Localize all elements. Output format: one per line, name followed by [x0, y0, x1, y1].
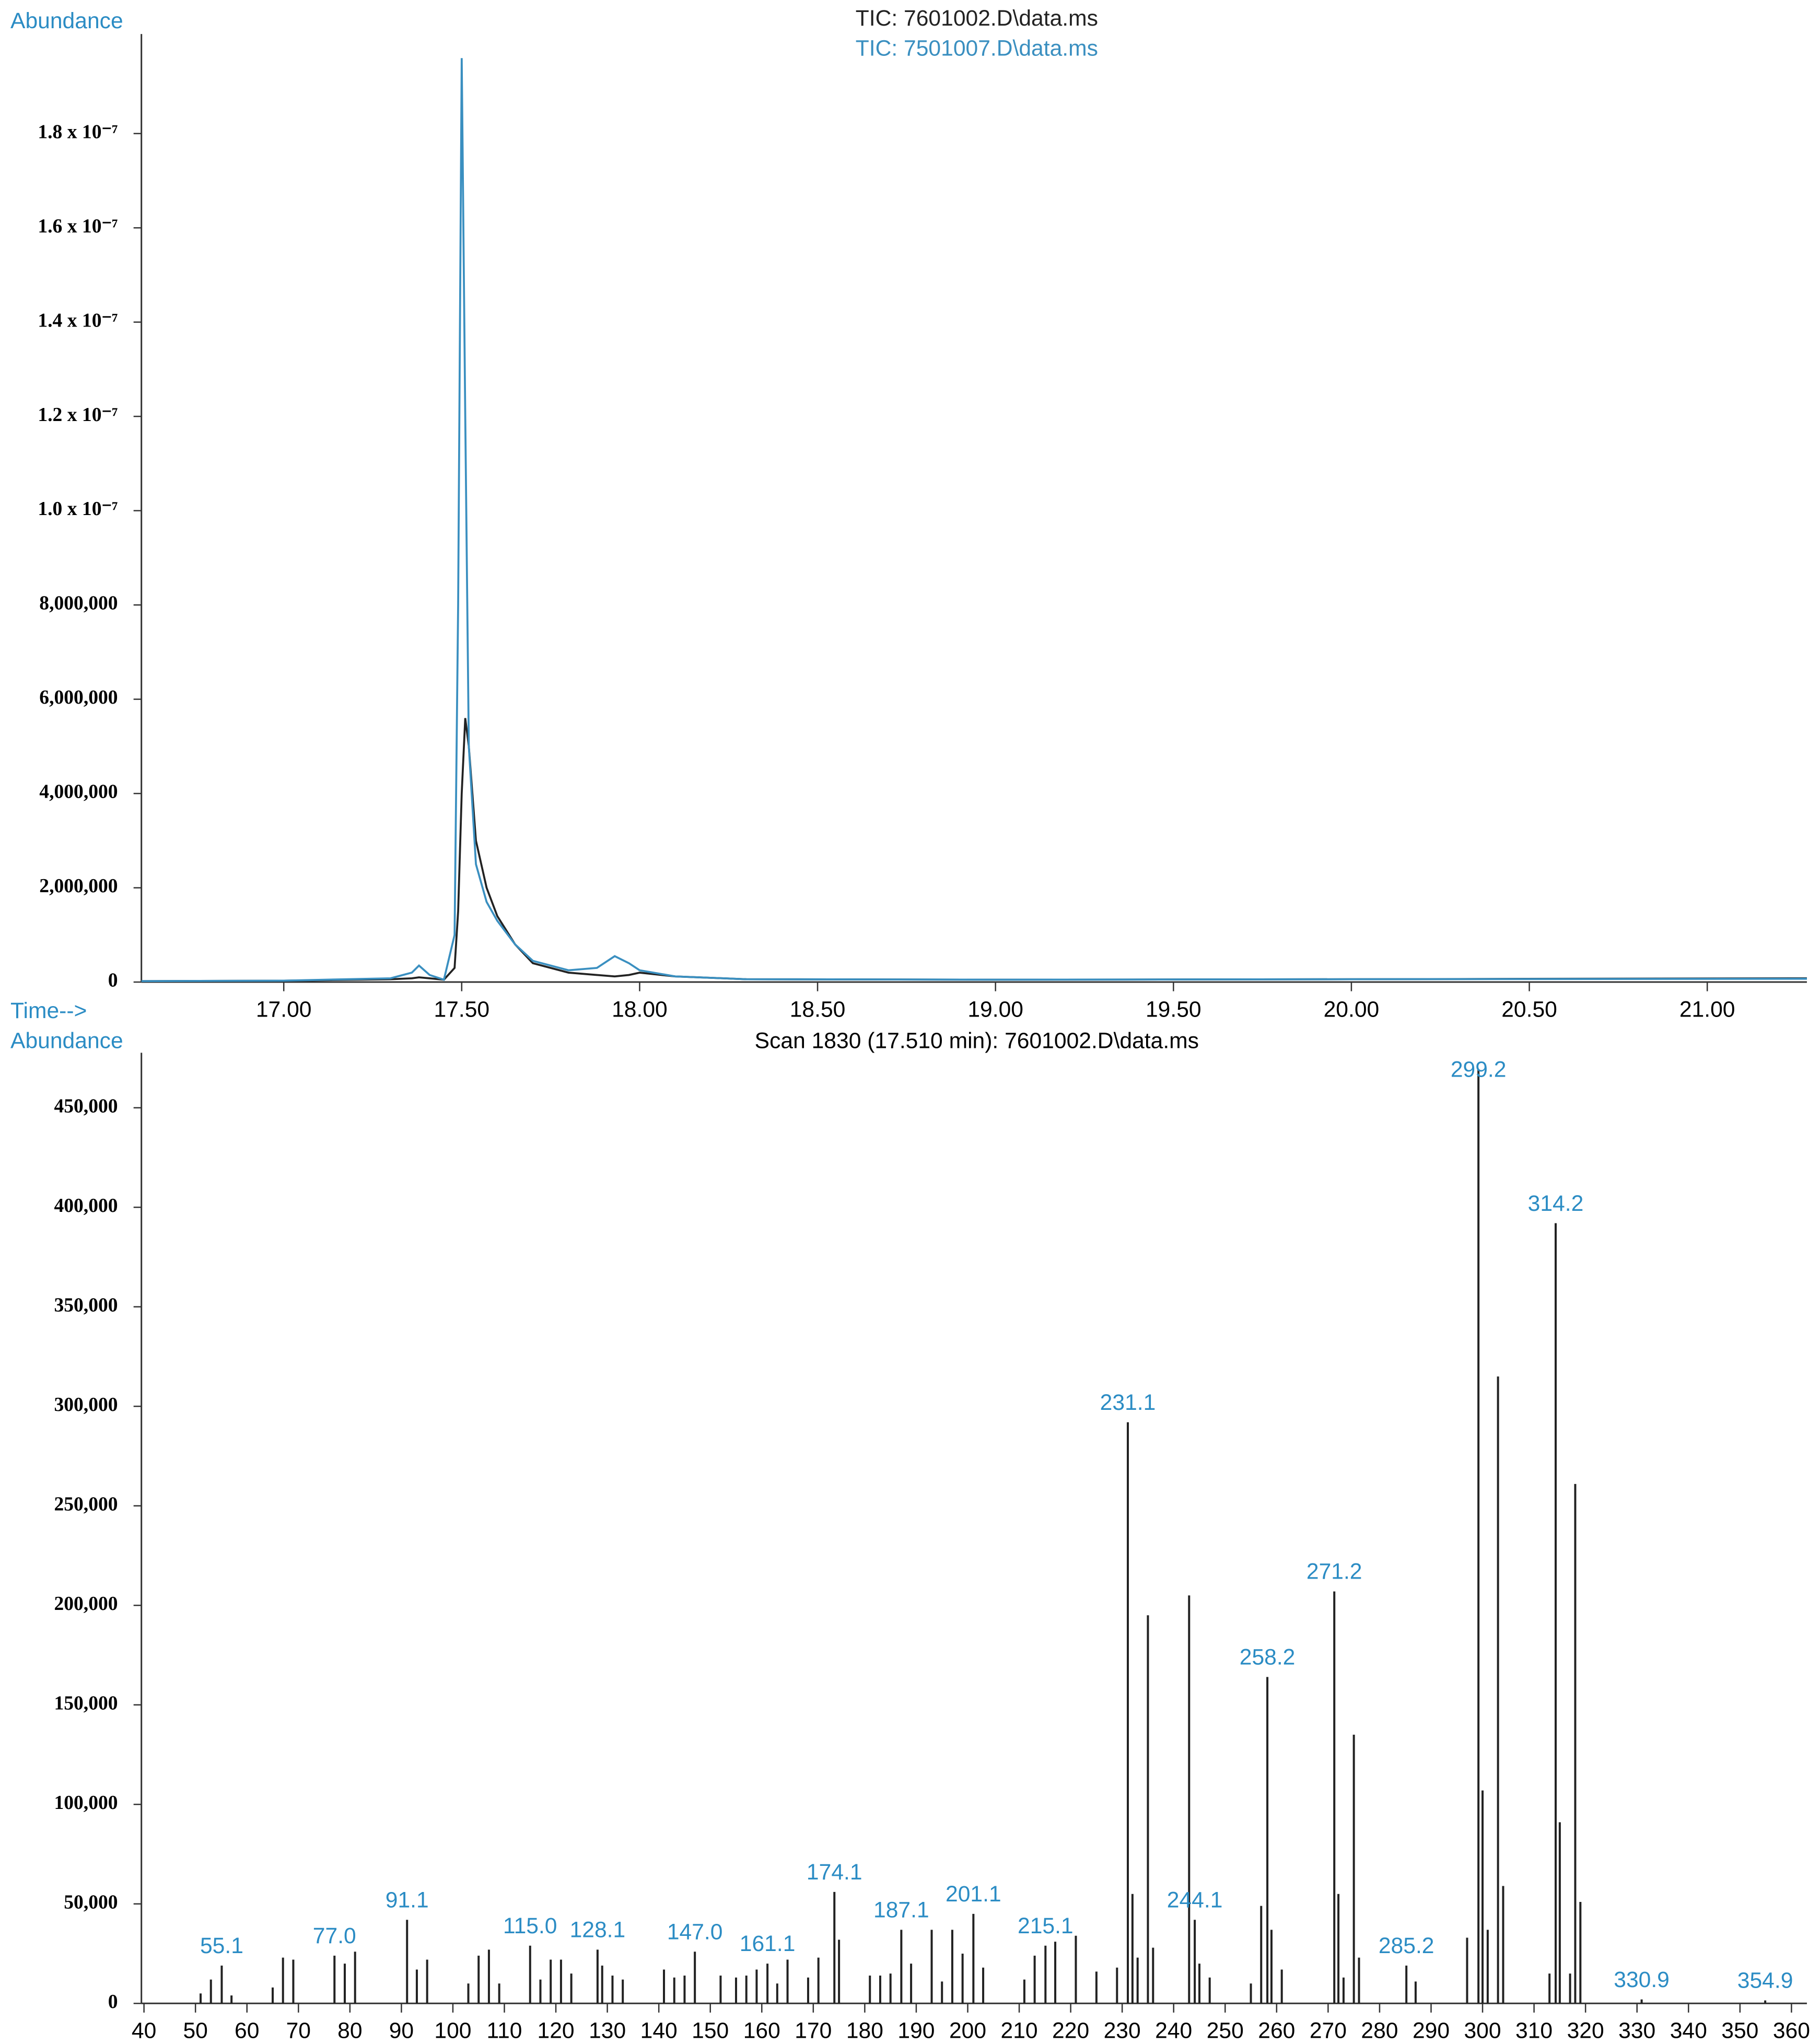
x-axis-label: Time-->	[10, 998, 87, 1023]
y-axis-label: Abundance	[10, 1029, 123, 1054]
x-tick-label: 360	[1773, 2018, 1810, 2043]
x-tick-label: 80	[337, 2018, 362, 2043]
y-tick-label: 6,000,000	[39, 687, 118, 708]
y-tick-label: 300,000	[54, 1394, 118, 1416]
x-tick-label: 40	[132, 2018, 156, 2043]
x-tick-label: 120	[538, 2018, 575, 2043]
legend-entry: TIC: 7601002.D\data.ms	[856, 6, 1098, 31]
x-tick-label: 350	[1721, 2018, 1758, 2043]
x-tick-label: 18.50	[790, 997, 846, 1022]
peak-label: 128.1	[570, 1918, 626, 1943]
y-tick-label: 2,000,000	[39, 875, 118, 897]
x-tick-label: 19.50	[1146, 997, 1201, 1022]
y-tick-label: 450,000	[54, 1095, 118, 1117]
peak-label: 285.2	[1379, 1933, 1434, 1958]
y-tick-label: 1.4 x 10⁻⁷	[38, 310, 118, 331]
y-tick-label: 0	[108, 970, 118, 991]
peak-label: 314.2	[1528, 1191, 1584, 1216]
x-tick-label: 230	[1104, 2018, 1141, 2043]
x-tick-label: 100	[434, 2018, 471, 2043]
x-tick-label: 330	[1618, 2018, 1655, 2043]
peak-label: 201.1	[946, 1882, 1001, 1907]
x-tick-label: 150	[692, 2018, 729, 2043]
x-tick-label: 110	[487, 2018, 522, 2043]
x-tick-label: 90	[389, 2018, 414, 2043]
peak-label: 115.0	[503, 1913, 557, 1938]
x-tick-label: 240	[1155, 2018, 1192, 2043]
x-tick-label: 270	[1310, 2018, 1347, 2043]
x-tick-label: 300	[1464, 2018, 1501, 2043]
x-tick-label: 130	[589, 2018, 626, 2043]
y-tick-label: 1.0 x 10⁻⁷	[38, 498, 118, 520]
x-tick-label: 200	[949, 2018, 986, 2043]
x-tick-label: 220	[1052, 2018, 1089, 2043]
y-tick-label: 1.2 x 10⁻⁷	[38, 404, 118, 426]
x-tick-label: 50	[183, 2018, 207, 2043]
y-tick-label: 150,000	[54, 1692, 118, 1714]
peak-label: 55.1	[200, 1933, 243, 1958]
y-tick-label: 400,000	[54, 1195, 118, 1217]
x-tick-label: 70	[286, 2018, 311, 2043]
x-tick-label: 18.00	[612, 997, 668, 1022]
chart-title: Scan 1830 (17.510 min): 7601002.D\data.m…	[755, 1029, 1199, 1054]
peak-label: 271.2	[1306, 1559, 1362, 1584]
x-tick-label: 260	[1258, 2018, 1295, 2043]
peak-label: 231.1	[1100, 1390, 1156, 1415]
x-tick-label: 340	[1670, 2018, 1707, 2043]
series-line	[141, 58, 1807, 983]
peak-label: 147.0	[667, 1919, 723, 1944]
x-tick-label: 19.00	[967, 997, 1023, 1022]
legend-entry: TIC: 7501007.D\data.ms	[856, 36, 1098, 61]
x-tick-label: 280	[1361, 2018, 1398, 2043]
x-tick-label: 250	[1207, 2018, 1244, 2043]
x-tick-label: 20.50	[1501, 997, 1557, 1022]
peak-label: 77.0	[313, 1923, 356, 1948]
y-tick-label: 50,000	[64, 1891, 118, 1913]
peak-label: 174.1	[807, 1860, 862, 1885]
y-axis-label: Abundance	[10, 8, 123, 33]
y-tick-label: 1.6 x 10⁻⁷	[38, 216, 118, 237]
y-tick-label: 0	[108, 1991, 118, 2013]
y-tick-label: 200,000	[54, 1593, 118, 1615]
x-tick-label: 21.00	[1679, 997, 1735, 1022]
x-tick-label: 170	[795, 2018, 832, 2043]
x-tick-label: 20.00	[1324, 997, 1380, 1022]
y-tick-label: 350,000	[54, 1294, 118, 1316]
x-tick-label: 210	[1001, 2018, 1038, 2043]
peak-label: 258.2	[1240, 1645, 1296, 1670]
x-tick-label: 17.50	[434, 997, 490, 1022]
peak-label: 91.1	[386, 1887, 429, 1912]
peak-label: 330.9	[1614, 1967, 1670, 1992]
x-tick-label: 310	[1515, 2018, 1553, 2043]
y-tick-label: 4,000,000	[39, 781, 118, 803]
peak-label: 354.9	[1737, 1968, 1793, 1993]
y-tick-label: 8,000,000	[39, 593, 118, 614]
x-tick-label: 140	[640, 2018, 678, 2043]
peak-label: 161.1	[740, 1931, 796, 1956]
x-tick-label: 290	[1413, 2018, 1450, 2043]
x-tick-label: 180	[846, 2018, 883, 2043]
x-tick-label: 320	[1567, 2018, 1604, 2043]
x-tick-label: 60	[235, 2018, 259, 2043]
peak-label: 244.1	[1167, 1887, 1223, 1912]
peak-label: 299.2	[1451, 1057, 1507, 1082]
y-tick-label: 100,000	[54, 1792, 118, 1814]
x-tick-label: 160	[743, 2018, 780, 2043]
y-tick-label: 250,000	[54, 1493, 118, 1515]
peak-label: 215.1	[1018, 1913, 1074, 1938]
y-tick-label: 1.8 x 10⁻⁷	[38, 121, 118, 143]
x-tick-label: 17.00	[256, 997, 312, 1022]
peak-label: 187.1	[873, 1897, 929, 1922]
x-tick-label: 190	[897, 2018, 935, 2043]
